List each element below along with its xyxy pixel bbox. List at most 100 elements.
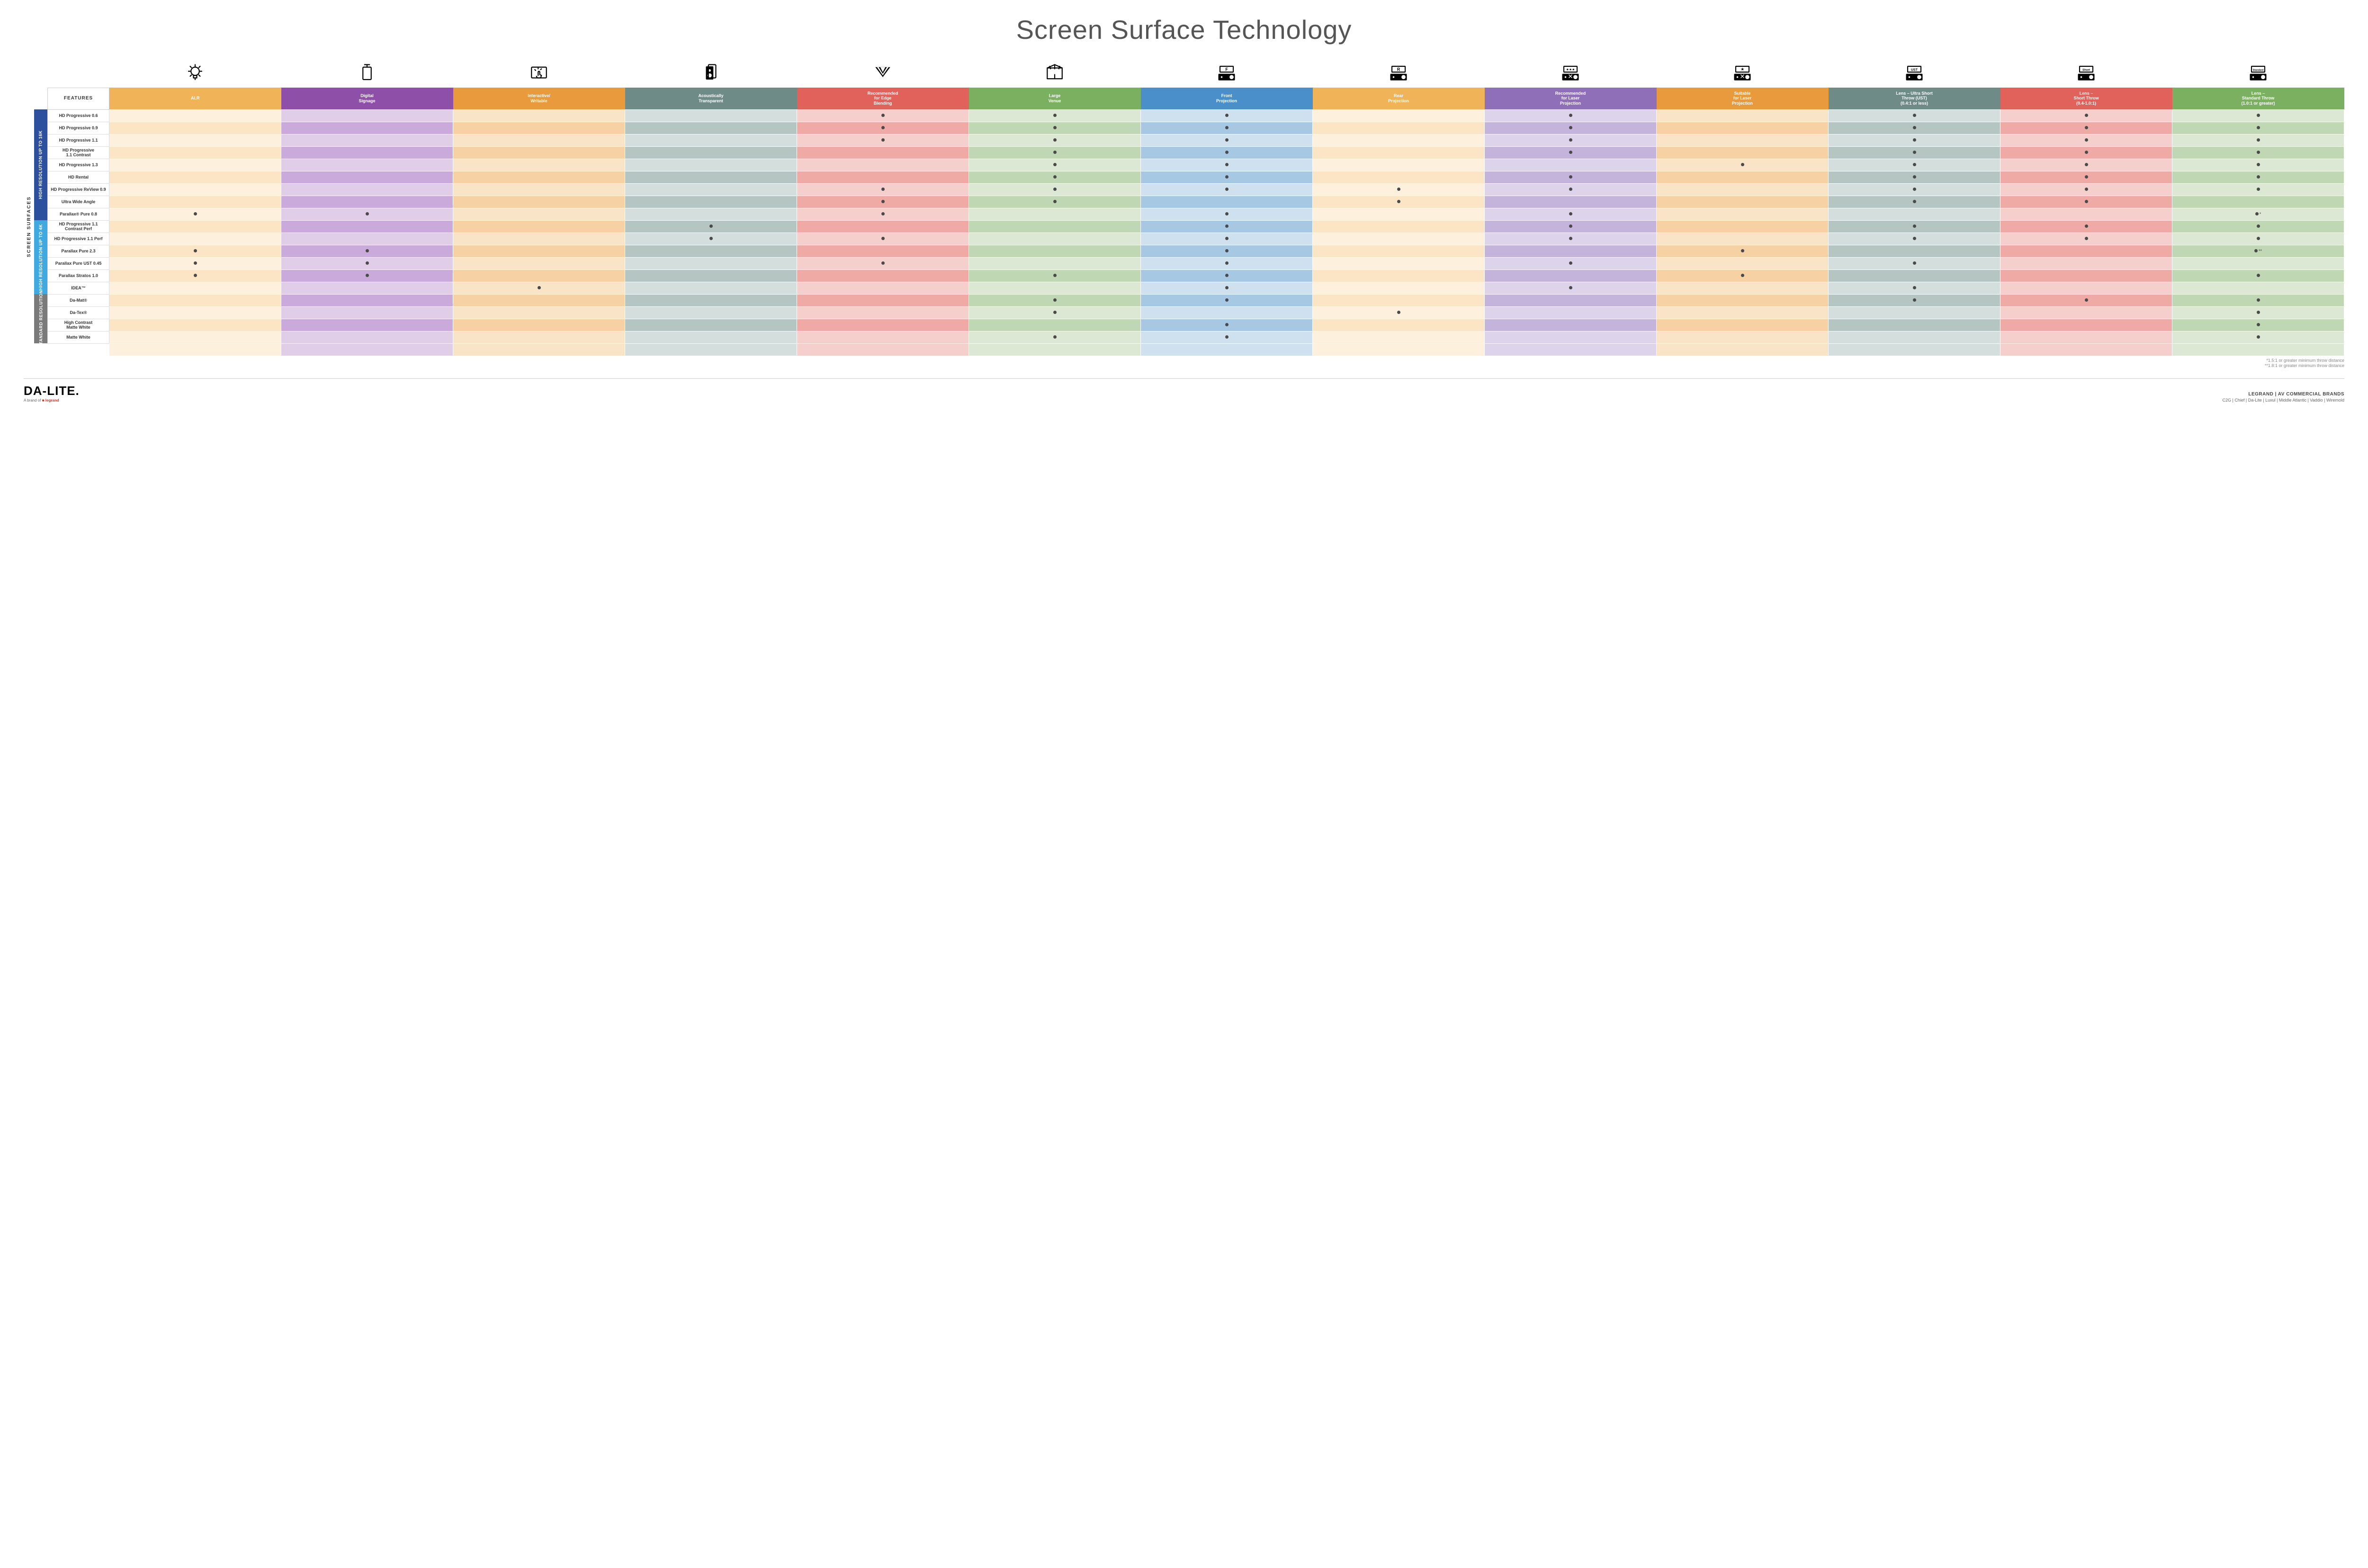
cell <box>2000 294 2172 306</box>
cell <box>625 319 797 331</box>
cell <box>281 134 453 146</box>
cell <box>969 159 1141 171</box>
cell <box>2172 134 2344 146</box>
cell <box>2172 220 2344 233</box>
cell <box>1829 146 2000 159</box>
cell <box>1141 257 1313 269</box>
features-header: FEATURES <box>48 88 109 109</box>
cell <box>969 122 1141 134</box>
svg-text:Short: Short <box>2082 68 2090 72</box>
cell <box>2000 282 2172 294</box>
cell <box>1141 171 1313 183</box>
col-rp: RearProjection <box>1313 88 1485 109</box>
table-row: Ultra Wide Angle <box>48 196 2344 208</box>
cell <box>281 319 453 331</box>
cell <box>2172 294 2344 306</box>
footnotes: *1.5:1 or greater minimum throw distance… <box>47 358 2344 369</box>
cell <box>625 282 797 294</box>
cell <box>969 146 1141 159</box>
cell <box>797 282 969 294</box>
cell <box>453 171 625 183</box>
cell <box>2172 269 2344 282</box>
cell <box>797 319 969 331</box>
cell <box>1485 208 1657 220</box>
cell <box>1313 257 1485 269</box>
cell <box>1313 306 1485 319</box>
cell <box>109 331 281 343</box>
cell <box>1829 134 2000 146</box>
cell <box>281 294 453 306</box>
cell <box>1657 269 1829 282</box>
cell <box>109 294 281 306</box>
cell <box>109 208 281 220</box>
row-label: Parallax Pure 2.3 <box>48 245 109 257</box>
row-label: HD Progressive 1.1 Perf <box>48 233 109 245</box>
cell <box>453 109 625 122</box>
cell <box>1313 159 1485 171</box>
cell <box>969 282 1141 294</box>
row-label: Da-Tex® <box>48 306 109 319</box>
cell <box>625 208 797 220</box>
cell <box>2000 134 2172 146</box>
cell <box>453 306 625 319</box>
table-row: HD Progressive 0.6 <box>48 109 2344 122</box>
table-row: HD Rental <box>48 171 2344 183</box>
cell <box>1141 196 1313 208</box>
cell <box>109 306 281 319</box>
cell <box>109 233 281 245</box>
table-row: Parallax® Pure 0.8* <box>48 208 2344 220</box>
page-title: Screen Surface Technology <box>24 14 2344 45</box>
cell <box>2000 220 2172 233</box>
cell <box>1313 196 1485 208</box>
cell <box>109 220 281 233</box>
cell <box>1657 294 1829 306</box>
row-label: HD Progressive 0.6 <box>48 109 109 122</box>
cell <box>969 171 1141 183</box>
svg-text:★: ★ <box>1740 66 1744 71</box>
cell <box>2000 245 2172 257</box>
cell <box>1141 331 1313 343</box>
col-iw: Interactive/Writable <box>453 88 625 109</box>
cell <box>453 294 625 306</box>
cell <box>625 196 797 208</box>
cell <box>1485 319 1657 331</box>
cell <box>1829 245 2000 257</box>
cell <box>2000 331 2172 343</box>
col-lv: LargeVenue <box>969 88 1141 109</box>
cell <box>281 146 453 159</box>
cell <box>1829 331 2000 343</box>
cell <box>453 134 625 146</box>
cell <box>1485 183 1657 196</box>
cell <box>1657 134 1829 146</box>
cell <box>1313 294 1485 306</box>
cell <box>969 109 1141 122</box>
cell <box>625 220 797 233</box>
cell <box>1313 269 1485 282</box>
cell <box>281 208 453 220</box>
table-row: HD Progressive ReView 0.9 <box>48 183 2344 196</box>
cell <box>1657 109 1829 122</box>
cell <box>1829 109 2000 122</box>
row-label: Ultra Wide Angle <box>48 196 109 208</box>
cell <box>625 122 797 134</box>
table-row: HD Progressive 1.3 <box>48 159 2344 171</box>
cell <box>1829 220 2000 233</box>
table-row: High ContrastMatte White <box>48 319 2344 331</box>
bulb-icon <box>109 59 281 88</box>
table-row: Parallax Pure UST 0.45 <box>48 257 2344 269</box>
svg-text:UST: UST <box>1911 68 1918 72</box>
cell <box>1141 183 1313 196</box>
table-row: IDEA™ <box>48 282 2344 294</box>
cell <box>109 109 281 122</box>
cell <box>1657 319 1829 331</box>
cell <box>453 146 625 159</box>
cell <box>1657 220 1829 233</box>
row-label: HD Progressive 1.3 <box>48 159 109 171</box>
cell <box>2000 269 2172 282</box>
cell <box>797 257 969 269</box>
cell <box>1313 171 1485 183</box>
cell <box>2172 282 2344 294</box>
cell <box>2172 196 2344 208</box>
svg-text:F: F <box>1225 67 1228 72</box>
cell <box>1485 331 1657 343</box>
